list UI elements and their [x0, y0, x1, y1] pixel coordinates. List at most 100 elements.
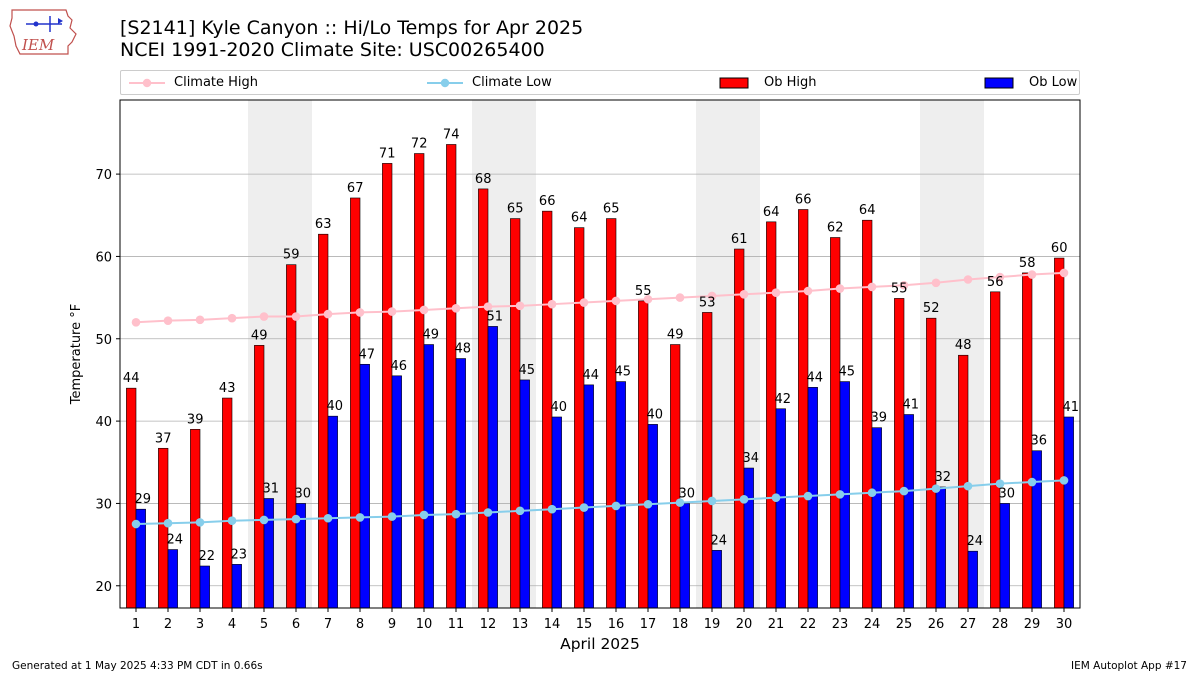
bar-ob-low	[743, 467, 754, 609]
data-label-ob-high: 65	[603, 202, 620, 217]
bar-ob-high	[574, 227, 585, 609]
bar-ob-high	[894, 298, 905, 609]
x-tick-label: 5	[260, 617, 268, 632]
data-label-ob-high: 68	[475, 172, 492, 187]
point-climate-high	[163, 316, 173, 325]
data-label-ob-low: 32	[935, 470, 952, 485]
data-label-ob-low: 30	[295, 486, 312, 501]
bar-ob-high	[958, 354, 969, 609]
point-climate-low	[675, 498, 685, 507]
data-label-ob-low: 45	[839, 365, 856, 380]
point-climate-low	[899, 486, 909, 496]
line-climate-high	[135, 271, 1065, 324]
bar-ob-low	[391, 375, 402, 609]
data-label-ob-low: 44	[807, 370, 824, 385]
bar-ob-low	[327, 415, 338, 609]
data-label-ob-high: 52	[923, 301, 940, 316]
legend-item-ob-low: Ob Low	[984, 71, 1077, 94]
point-climate-high	[227, 313, 237, 323]
data-label-ob-low: 23	[231, 547, 248, 562]
data-label-ob-high: 63	[315, 217, 332, 232]
y-tick-label: 40	[95, 415, 112, 430]
legend-label-ob-low: Ob Low	[1029, 75, 1078, 90]
data-label-ob-low: 24	[167, 533, 184, 548]
point-climate-high	[355, 308, 365, 317]
data-label-ob-high: 66	[795, 193, 812, 208]
bar-ob-high	[382, 163, 393, 609]
data-label-ob-high: 37	[155, 431, 172, 446]
bar-ob-high	[734, 248, 745, 609]
legend-item-ob-high: Ob High	[719, 71, 817, 94]
x-tick-label: 3	[196, 617, 204, 632]
bar-ob-high	[926, 317, 937, 609]
bar-ob-low	[359, 363, 370, 609]
x-tick-label: 29	[1024, 617, 1041, 632]
generated-note: Generated at 1 May 2025 4:33 PM CDT in 0…	[12, 660, 263, 672]
point-climate-low	[579, 503, 589, 512]
data-label-ob-low: 40	[551, 400, 568, 415]
bar-ob-low	[1063, 416, 1074, 609]
point-climate-high	[483, 302, 493, 311]
x-axis-label: April 2025	[560, 635, 640, 653]
point-climate-high	[579, 298, 589, 307]
x-tick-label: 15	[576, 617, 593, 632]
point-climate-high	[323, 309, 333, 319]
app-credit: IEM Autoplot App #17	[1071, 660, 1187, 672]
data-label-ob-high: 49	[667, 328, 684, 343]
data-label-ob-high: 64	[763, 205, 780, 220]
data-label-ob-low: 47	[359, 347, 376, 362]
point-climate-high	[291, 312, 301, 321]
bar-ob-low	[455, 358, 466, 609]
bar-ob-high	[606, 218, 617, 609]
bar-ob-low	[775, 408, 786, 609]
data-label-ob-high: 65	[507, 202, 524, 217]
data-label-ob-high: 39	[187, 412, 204, 427]
point-climate-low	[323, 513, 333, 523]
x-tick-label: 22	[800, 617, 817, 632]
point-climate-high	[547, 299, 557, 309]
point-climate-low	[419, 510, 429, 520]
bar-ob-high	[478, 188, 489, 609]
x-tick-label: 11	[448, 617, 465, 632]
x-tick-label: 17	[640, 617, 657, 632]
data-label-ob-low: 49	[423, 328, 440, 343]
data-label-ob-high: 66	[539, 194, 556, 209]
data-label-ob-low: 51	[487, 309, 504, 324]
bar-ob-high	[638, 300, 649, 609]
x-tick-label: 10	[416, 617, 433, 632]
x-tick-label: 27	[960, 617, 977, 632]
point-climate-low	[643, 499, 653, 509]
point-climate-low	[803, 491, 813, 501]
point-climate-low	[931, 484, 941, 493]
point-climate-low	[547, 504, 557, 514]
x-tick-label: 21	[768, 617, 785, 632]
bar-swatch-icon	[719, 77, 749, 88]
point-climate-high	[899, 280, 909, 290]
point-climate-low	[995, 479, 1005, 488]
line-marker-icon	[129, 78, 165, 87]
data-label-ob-low: 30	[999, 486, 1016, 501]
point-climate-low	[835, 490, 845, 499]
x-tick-label: 7	[324, 617, 332, 632]
data-label-ob-high: 44	[123, 371, 140, 386]
bar-ob-high	[1054, 257, 1065, 609]
bar-ob-low	[999, 503, 1010, 609]
x-tick-label: 19	[704, 617, 721, 632]
legend-label-ob-high: Ob High	[764, 75, 817, 90]
point-climate-low	[131, 519, 141, 529]
bar-ob-high	[350, 197, 361, 609]
bar-ob-low	[935, 486, 946, 609]
y-tick-label: 30	[95, 497, 112, 512]
x-tick-label: 13	[512, 617, 529, 632]
point-climate-high	[931, 278, 941, 288]
data-label-ob-high: 55	[891, 281, 908, 296]
bar-ob-low	[487, 326, 498, 609]
bar-ob-low	[647, 424, 658, 609]
point-climate-low	[707, 496, 717, 506]
point-climate-high	[643, 294, 653, 304]
data-label-ob-high: 59	[283, 248, 300, 263]
point-climate-high	[195, 315, 205, 325]
legend-label-climate-high: Climate High	[174, 75, 259, 90]
point-climate-high	[771, 288, 781, 297]
data-label-ob-high: 58	[1019, 256, 1036, 271]
